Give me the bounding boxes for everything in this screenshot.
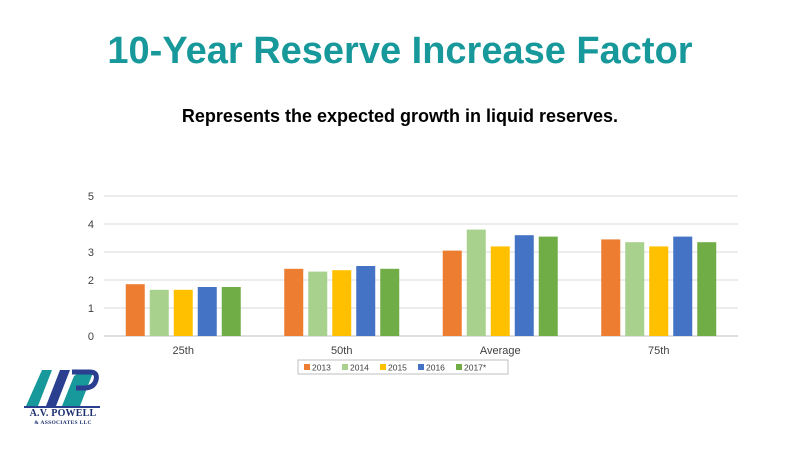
x-tick-label: Average <box>480 345 521 357</box>
bar <box>149 289 169 336</box>
chart-subtitle: Represents the expected growth in liquid… <box>181 106 619 126</box>
bar <box>538 236 558 336</box>
bar <box>442 250 462 336</box>
bar-chart: 0 1 2 3 4 5 25th 50th Average 75th 2013 2014 2015 201… <box>88 191 738 375</box>
legend-swatch <box>304 364 310 370</box>
bar <box>221 287 241 336</box>
bar <box>197 287 217 336</box>
y-tick-label: 5 <box>88 191 94 203</box>
company-logo-icon <box>24 369 100 408</box>
bar <box>356 266 376 336</box>
bar <box>308 271 328 336</box>
legend-swatch <box>418 364 424 370</box>
bar <box>380 268 400 336</box>
chart-title: 10-Year Reserve Increase Factor <box>107 30 693 72</box>
bar <box>514 235 534 336</box>
legend-swatch <box>456 364 462 370</box>
y-tick-label: 2 <box>88 275 94 287</box>
bar <box>332 270 352 336</box>
legend-label: 2014 <box>350 363 369 373</box>
y-tick-label: 4 <box>88 219 94 231</box>
bar <box>625 242 645 336</box>
legend-label: 2013 <box>312 363 331 373</box>
bar <box>697 242 717 336</box>
legend-swatch <box>342 364 348 370</box>
bar <box>490 246 510 336</box>
legend-box <box>297 359 509 375</box>
y-tick-label: 1 <box>88 303 94 315</box>
legend-label: 2016 <box>426 363 445 373</box>
x-tick-label: 25th <box>173 345 194 357</box>
logo-subtitle: & ASSOCIATES LLC <box>34 420 92 426</box>
y-tick-label: 3 <box>88 247 94 259</box>
bar <box>466 229 486 336</box>
bar <box>649 246 669 336</box>
bar <box>284 268 304 336</box>
y-tick-label: 0 <box>88 331 94 343</box>
logo-name: A.V. POWELL <box>29 408 97 419</box>
x-tick-label: 50th <box>331 345 352 357</box>
bar <box>673 236 693 336</box>
legend-swatch <box>380 364 386 370</box>
bar <box>125 284 145 336</box>
bar <box>601 239 621 336</box>
legend-label: 2017* <box>464 363 487 373</box>
x-tick-label: 75th <box>648 345 669 357</box>
legend-label: 2015 <box>388 363 407 373</box>
bar <box>173 289 193 336</box>
